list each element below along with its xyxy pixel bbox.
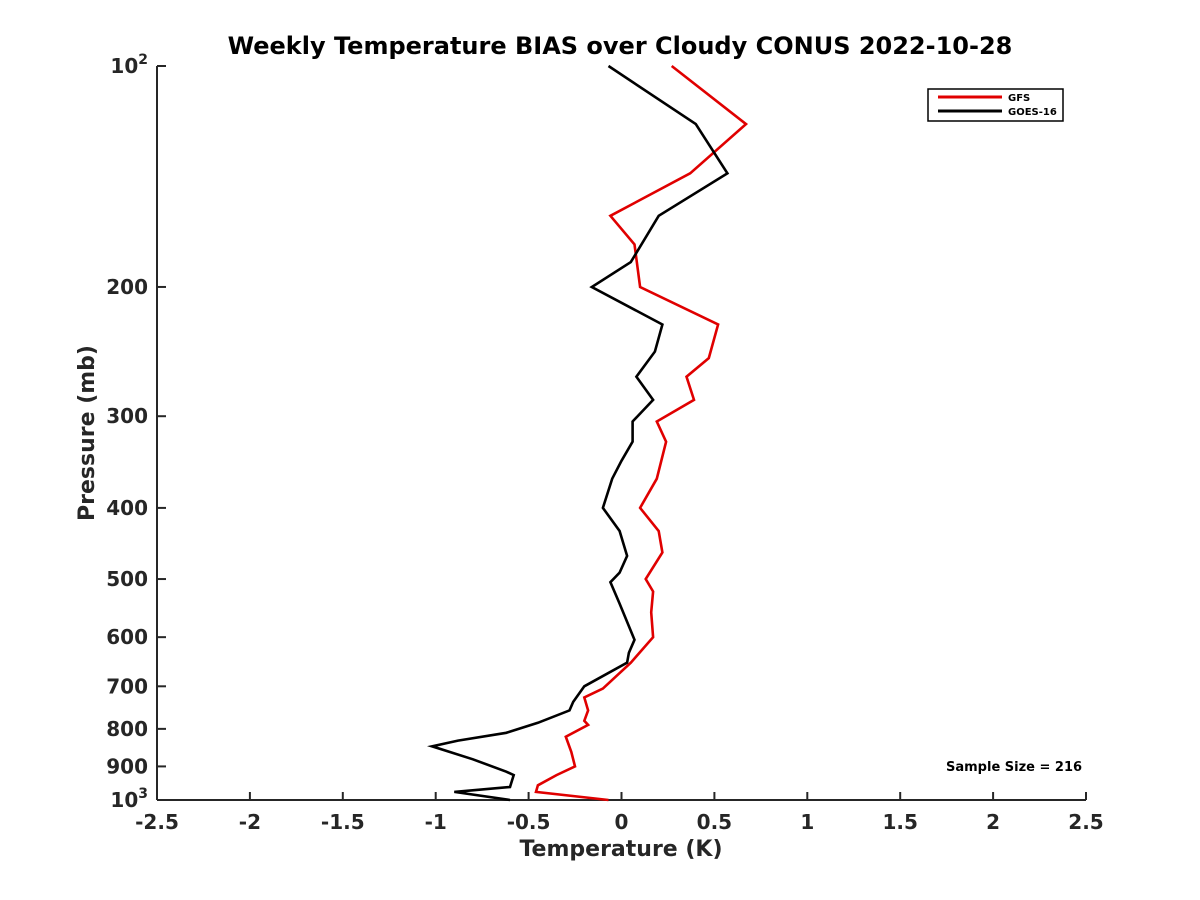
chart-title: Weekly Temperature BIAS over Cloudy CONU… [228, 32, 1013, 60]
x-tick-label: 0.5 [697, 810, 732, 834]
legend-label-gfs: GFS [1008, 93, 1030, 104]
y-tick-label: 400 [106, 496, 148, 520]
series-layer [426, 64, 749, 802]
y-tick-label: 700 [106, 674, 148, 698]
sample-size-annotation: Sample Size = 216 [946, 760, 1082, 775]
y-ticks: 102 200 300 400 500 600 700 800 900 103 [106, 52, 166, 812]
y-tick-label: 200 [106, 275, 148, 299]
y-tick-label: 500 [106, 567, 148, 591]
y-tick-label: 900 [106, 754, 148, 778]
x-tick-label: 2 [986, 810, 1000, 834]
y-tick-label: 800 [106, 717, 148, 741]
x-ticks: -2.5 -2 -1.5 -1 -0.5 0 0.5 1 1.5 2 2.5 [135, 792, 1104, 834]
x-tick-label: -1.5 [321, 810, 365, 834]
x-tick-label: 0 [615, 810, 629, 834]
series-line-gfs [534, 64, 749, 802]
y-tick-label: 102 [110, 52, 148, 78]
x-tick-label: 1 [800, 810, 814, 834]
y-tick-label: 300 [106, 404, 148, 428]
x-tick-label: -2 [239, 810, 261, 834]
x-tick-label: 1.5 [882, 810, 917, 834]
legend: GFS GOES-16 [927, 88, 1064, 122]
x-tick-label: -0.5 [507, 810, 551, 834]
x-tick-label: -2.5 [135, 810, 179, 834]
legend-label-goes16: GOES-16 [1008, 107, 1057, 118]
legend-box [927, 88, 1064, 122]
x-tick-label: -1 [425, 810, 447, 834]
y-tick-label: 103 [110, 786, 148, 812]
y-axis-title: Pressure (mb) [75, 345, 100, 521]
x-tick-label: 2.5 [1068, 810, 1103, 834]
x-axis-title: Temperature (K) [519, 837, 722, 862]
y-tick-label: 600 [106, 625, 148, 649]
series-line-goes16 [426, 64, 730, 802]
